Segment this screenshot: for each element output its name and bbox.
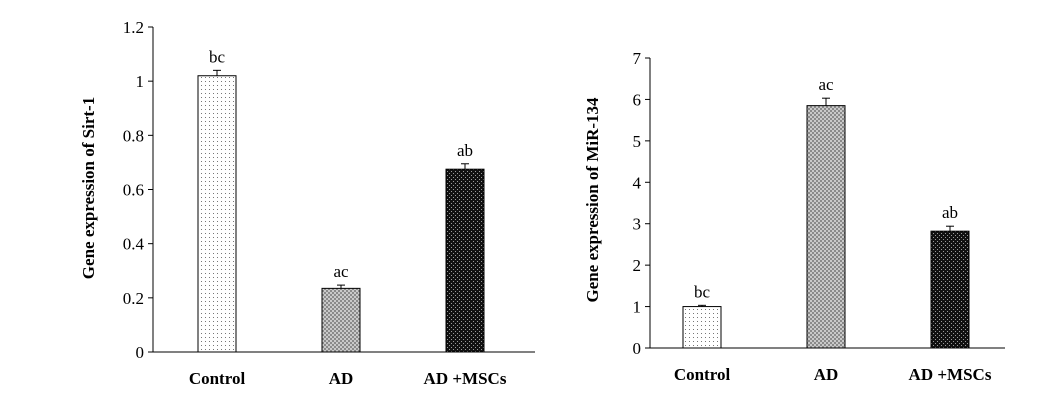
sirt1-bar bbox=[197, 75, 237, 353]
sirt1-y-tick-label: 0.2 bbox=[123, 289, 144, 308]
sirt1-category-label: Control bbox=[189, 369, 246, 388]
mir134-data-label: ac bbox=[818, 75, 834, 94]
sirt1-y-tick-label: 1.2 bbox=[123, 18, 144, 37]
sirt1-data-label: ac bbox=[333, 262, 349, 281]
mir134-bar bbox=[682, 306, 722, 349]
mir134-category-label: AD +MSCs bbox=[909, 365, 992, 384]
mir134-y-tick-label: 4 bbox=[633, 173, 642, 192]
mir134-y-axis-title: Gene expression of MiR-134 bbox=[583, 97, 602, 303]
mir134-y-tick-label: 2 bbox=[633, 256, 642, 275]
mir134-y-tick-label: 0 bbox=[633, 339, 642, 358]
mir134-chart: Gene expression of MiR-134 0 1 2 3 4 5 6 7 bc Con… bbox=[583, 49, 1005, 384]
mir134-y-tick-label: 7 bbox=[633, 49, 642, 68]
sirt1-bar bbox=[445, 168, 485, 353]
sirt1-y-tick-label: 0.8 bbox=[123, 126, 144, 145]
sirt1-bar bbox=[321, 287, 361, 353]
mir134-data-label: bc bbox=[694, 282, 711, 301]
mir134-y-tick-label: 3 bbox=[633, 215, 642, 234]
sirt1-data-label: ab bbox=[457, 141, 473, 160]
sirt1-y-tick-label: 0.6 bbox=[123, 181, 144, 200]
sirt1-y-tick-label: 0 bbox=[136, 343, 145, 362]
mir134-data-label: ab bbox=[942, 203, 958, 222]
mir134-category-label: Control bbox=[674, 365, 731, 384]
mir134-y-tick-label: 6 bbox=[633, 90, 642, 109]
sirt1-category-label: AD bbox=[329, 369, 354, 388]
mir134-y-tick-label: 1 bbox=[633, 298, 642, 317]
sirt1-y-tick-label: 1 bbox=[136, 72, 145, 91]
sirt1-chart: Gene expression of Sirt-1 0 0.2 0.4 0.6 0.8 1… bbox=[79, 18, 535, 388]
mir134-y-tick-label: 5 bbox=[633, 132, 642, 151]
mir134-bar bbox=[806, 105, 846, 349]
mir134-bar bbox=[930, 230, 970, 349]
sirt1-y-tick-label: 0.4 bbox=[123, 235, 145, 254]
mir134-category-label: AD bbox=[814, 365, 839, 384]
sirt1-y-axis-title: Gene expression of Sirt-1 bbox=[79, 97, 98, 279]
sirt1-category-label: AD +MSCs bbox=[424, 369, 507, 388]
sirt1-data-label: bc bbox=[209, 47, 226, 66]
